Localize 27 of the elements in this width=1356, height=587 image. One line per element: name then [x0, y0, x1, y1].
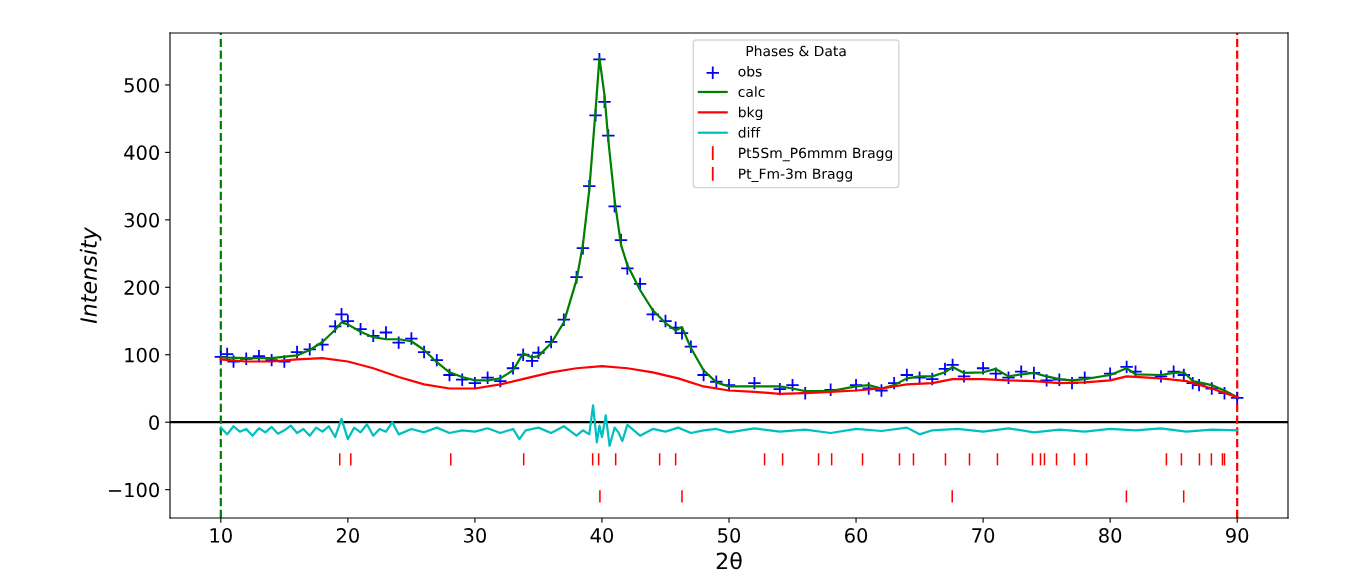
y-tick-label: 500	[124, 77, 159, 93]
x-tick-label: 80	[1099, 528, 1122, 543]
y-tick-label: 200	[124, 280, 159, 295]
y-tick-label: 400	[124, 145, 159, 161]
x-tick-label: 50	[718, 528, 741, 543]
legend-label: calc	[738, 86, 765, 98]
y-tick-label: 0	[149, 415, 159, 430]
legend-label: Pt5Sm_P6mmm Bragg	[739, 147, 893, 162]
y-axis-title: Intensity	[79, 226, 102, 324]
x-tick-label: 90	[1226, 528, 1249, 543]
x-tick-label: 20	[336, 528, 359, 543]
legend-title: Phases & Data	[746, 45, 846, 57]
line-series	[219, 404, 1239, 447]
y-tick-label: 100	[125, 347, 159, 363]
x-tick-label: 40	[590, 528, 614, 543]
x-tick-label: 60	[845, 528, 868, 543]
y-tick-label: −100	[108, 482, 159, 498]
y-tick-label: 300	[124, 212, 159, 228]
x-axis-title: 2θ	[716, 551, 742, 570]
x-tick-label: 70	[972, 528, 995, 543]
legend-label: diff	[738, 127, 761, 138]
x-tick-label: 10	[210, 528, 232, 543]
legend-label: bkg	[739, 106, 763, 121]
legend-label: obs	[738, 65, 762, 77]
legend-label: Pt_Fm-3m Bragg	[739, 168, 852, 183]
x-tick-label: 30	[464, 528, 486, 543]
line-series	[219, 357, 1239, 399]
